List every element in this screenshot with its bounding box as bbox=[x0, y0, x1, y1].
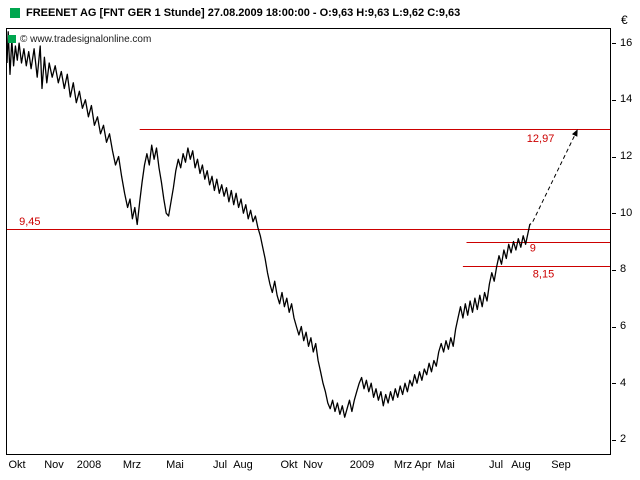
time-axis: Okt Nov 2008 Mrz Mai Jul Aug Okt Nov 2009 Mrz Apr Ma… bbox=[6, 457, 618, 477]
watermark-icon bbox=[8, 35, 16, 43]
time-tick-label: Jul bbox=[212, 459, 228, 471]
price-tick bbox=[612, 100, 616, 101]
price-tick-label: 14 bbox=[620, 93, 633, 105]
time-tick-label: Nov bbox=[44, 459, 64, 471]
price-tick bbox=[612, 213, 616, 214]
time-tick-label: Mrz bbox=[122, 459, 142, 471]
currency-label: € bbox=[621, 13, 628, 27]
chart-title: FREENET AG [FNT GER 1 Stunde] 27.08.2009… bbox=[26, 7, 461, 19]
price-tick-label: 16 bbox=[620, 37, 633, 49]
chart-titlebar: FREENET AG [FNT GER 1 Stunde] 27.08.2009… bbox=[0, 0, 640, 27]
time-tick-label: Nov bbox=[303, 459, 323, 471]
level-label-9: 9 bbox=[530, 243, 536, 255]
time-tick-label: 2008 bbox=[76, 459, 102, 471]
price-tick-label: 6 bbox=[620, 320, 627, 332]
time-tick-label: Sep bbox=[551, 459, 571, 471]
instrument-icon bbox=[10, 8, 20, 18]
price-tick bbox=[612, 157, 616, 158]
price-tick bbox=[612, 327, 616, 328]
price-tick-label: 10 bbox=[620, 207, 633, 219]
time-tick-label: Aug bbox=[511, 459, 531, 471]
time-tick-label: Okt bbox=[8, 459, 26, 471]
price-line bbox=[7, 31, 532, 418]
level-label-9,45: 9,45 bbox=[19, 216, 40, 228]
watermark: © www.tradesignalonline.com bbox=[8, 34, 151, 46]
time-tick-label: Mai bbox=[437, 459, 455, 471]
level-label-8,15: 8,15 bbox=[533, 269, 554, 281]
price-tick bbox=[612, 440, 616, 441]
plot-area[interactable]: 12,97 9,45 9 8,15 © www.tradesignalonline.c… bbox=[6, 28, 611, 455]
price-tick bbox=[612, 270, 616, 271]
time-tick-label: Jul bbox=[488, 459, 504, 471]
projection-arrow bbox=[532, 129, 578, 222]
price-tick-label: 4 bbox=[620, 377, 627, 389]
time-tick-label: Okt bbox=[280, 459, 298, 471]
price-tick bbox=[612, 43, 616, 44]
time-tick-label: Mai bbox=[166, 459, 184, 471]
price-tick-label: 8 bbox=[620, 263, 627, 275]
time-tick-label: 2009 bbox=[349, 459, 375, 471]
level-label-12,97: 12,97 bbox=[527, 133, 555, 145]
price-tick-label: 12 bbox=[620, 150, 633, 162]
price-chart: 12,97 9,45 9 8,15 bbox=[7, 31, 610, 418]
price-tick bbox=[612, 383, 616, 384]
price-tick-label: 2 bbox=[620, 433, 627, 445]
time-tick-label: Aug bbox=[233, 459, 253, 471]
time-tick-label: Mrz bbox=[393, 459, 413, 471]
price-axis: 16 14 12 10 8 6 4 2 bbox=[612, 28, 640, 456]
watermark-text: © www.tradesignalonline.com bbox=[20, 34, 152, 45]
time-tick-label: Apr bbox=[414, 459, 432, 471]
